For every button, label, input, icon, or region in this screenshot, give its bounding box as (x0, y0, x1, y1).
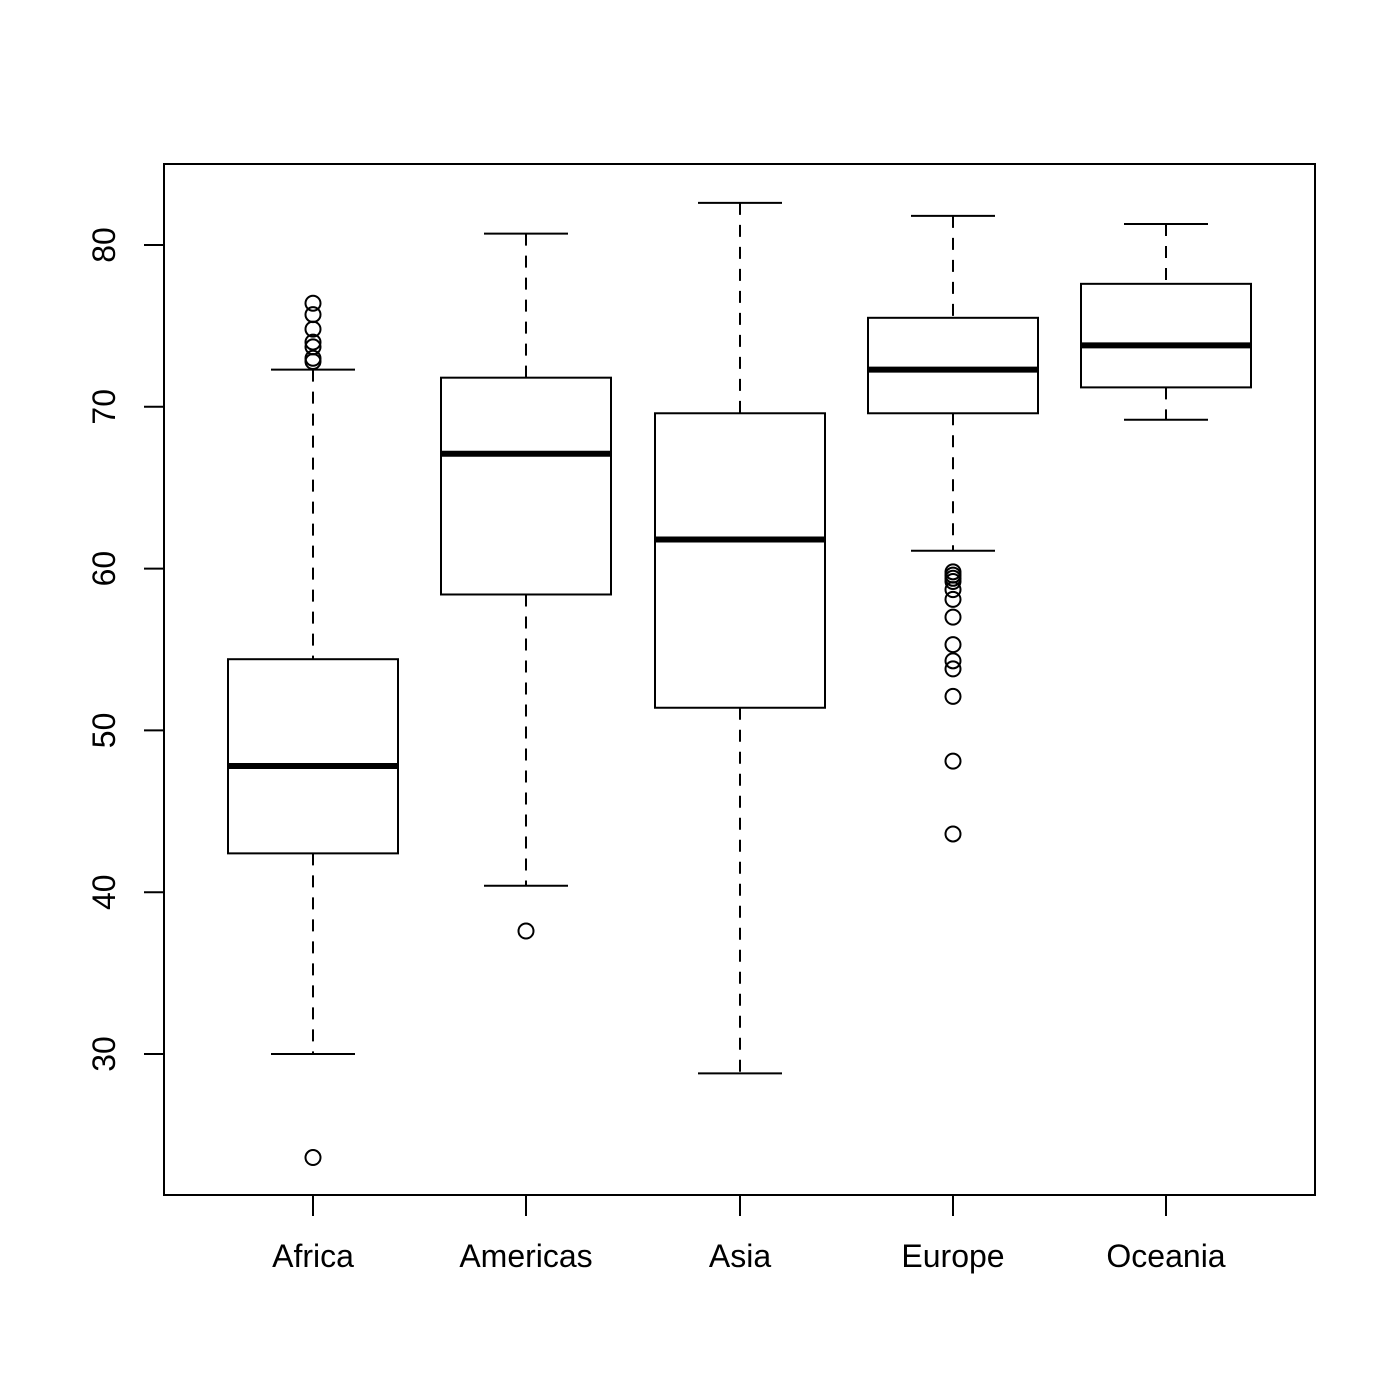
y-tick-label: 40 (86, 874, 122, 910)
box-asia (654, 201, 826, 1075)
x-tick-label: Africa (272, 1238, 354, 1274)
y-tick-label: 70 (86, 389, 122, 425)
iqr-box (440, 376, 612, 596)
x-axis: Africa Americas Asia Europe Oceania (272, 1195, 1226, 1274)
y-tick-label: 50 (86, 713, 122, 749)
outlier-point (944, 581, 962, 599)
iqr-box (867, 316, 1039, 415)
outlier-point (304, 320, 322, 338)
box-africa (227, 294, 399, 1167)
box-oceania (1080, 222, 1252, 421)
outlier-point (304, 1149, 322, 1167)
outlier-point (944, 687, 962, 705)
y-tick-label: 60 (86, 551, 122, 587)
box-europe (867, 214, 1039, 843)
outlier-point (944, 660, 962, 678)
box-americas (440, 232, 612, 940)
outlier-point (304, 352, 322, 370)
outlier-point (304, 333, 322, 351)
outlier-point (944, 752, 962, 770)
iqr-box (654, 412, 826, 709)
outlier-point (944, 573, 962, 591)
outlier-point (517, 922, 535, 940)
iqr-box (1080, 282, 1252, 389)
x-tick-label: Asia (709, 1238, 771, 1274)
outlier-point (304, 306, 322, 324)
boxes (227, 201, 1252, 1167)
y-tick-label: 30 (86, 1036, 122, 1072)
y-axis: 30 40 50 60 70 80 (86, 227, 164, 1072)
outlier-point (304, 294, 322, 312)
x-tick-label: Europe (901, 1238, 1004, 1274)
outlier-point (944, 636, 962, 654)
x-tick-label: Oceania (1106, 1238, 1225, 1274)
y-tick-label: 80 (86, 227, 122, 263)
x-tick-label: Americas (459, 1238, 592, 1274)
iqr-box (227, 658, 399, 855)
outlier-point (944, 652, 962, 670)
outlier-point (944, 590, 962, 608)
outlier-point (944, 825, 962, 843)
outlier-point (944, 608, 962, 626)
